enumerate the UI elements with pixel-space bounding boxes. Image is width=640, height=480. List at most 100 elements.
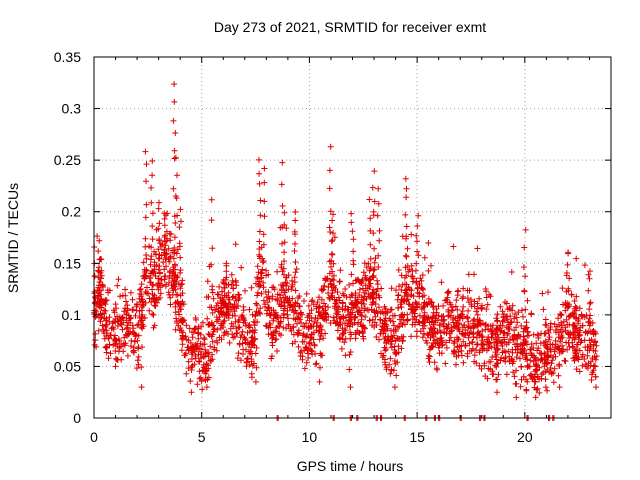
data-point — [377, 317, 384, 323]
data-point — [210, 295, 217, 302]
data-point — [345, 318, 352, 324]
data-point — [479, 334, 486, 341]
data-point — [459, 295, 466, 302]
data-point — [460, 285, 467, 292]
axis-ticks — [93, 56, 611, 419]
data-point — [161, 246, 168, 253]
data-point — [187, 378, 194, 385]
data-point — [404, 245, 411, 252]
data-point — [578, 312, 585, 319]
data-point — [441, 328, 448, 335]
data-point — [522, 273, 529, 280]
data-point — [406, 301, 413, 308]
data-point — [337, 267, 344, 274]
data-point — [297, 310, 304, 317]
data-point — [161, 266, 168, 273]
data-point — [488, 334, 495, 341]
data-point — [396, 283, 402, 290]
data-point — [299, 332, 306, 339]
data-point — [131, 344, 137, 351]
data-point — [197, 374, 204, 381]
data-point — [261, 179, 268, 186]
data-point — [503, 341, 510, 348]
data-point — [495, 334, 502, 341]
data-point — [171, 98, 178, 105]
data-point — [99, 322, 106, 329]
data-point — [316, 336, 323, 343]
data-point — [536, 389, 543, 396]
data-point — [92, 294, 98, 300]
data-point — [227, 325, 234, 332]
data-point — [533, 357, 540, 364]
data-point — [201, 336, 208, 343]
data-point — [391, 322, 397, 329]
data-point — [142, 148, 149, 155]
data-point — [188, 367, 195, 373]
data-point — [239, 328, 246, 335]
data-point — [292, 240, 298, 247]
data-point — [339, 331, 346, 338]
data-point — [437, 321, 443, 328]
x-tick-label: 10 — [302, 429, 318, 445]
data-point — [430, 333, 437, 340]
data-point — [263, 323, 270, 330]
data-point — [98, 314, 105, 321]
data-point — [416, 281, 423, 288]
data-point — [373, 322, 380, 328]
data-point — [381, 356, 388, 363]
data-point — [205, 353, 212, 360]
data-point — [207, 343, 214, 350]
data-point — [276, 323, 283, 330]
data-point — [138, 317, 145, 324]
data-point — [555, 334, 562, 341]
data-point — [414, 223, 421, 229]
data-point — [476, 331, 483, 338]
data-point — [554, 323, 560, 330]
data-point — [95, 327, 102, 334]
data-point — [269, 342, 276, 349]
data-point — [592, 363, 599, 370]
data-point — [277, 303, 284, 310]
data-point — [505, 319, 512, 326]
data-point — [304, 350, 311, 357]
data-point — [303, 320, 310, 327]
data-point — [471, 323, 478, 330]
data-point — [419, 334, 426, 341]
data-point — [522, 306, 529, 313]
data-point — [465, 318, 472, 325]
data-point — [177, 254, 184, 261]
data-point — [432, 340, 439, 347]
data-point — [155, 286, 162, 293]
data-point — [174, 172, 180, 179]
data-point — [246, 361, 253, 368]
data-point — [130, 306, 136, 313]
data-point — [333, 297, 340, 303]
data-point — [219, 296, 226, 303]
data-point — [440, 302, 447, 309]
data-point — [142, 214, 149, 221]
data-point — [161, 215, 168, 222]
data-point — [316, 378, 323, 385]
data-point — [573, 354, 580, 360]
data-point — [303, 359, 310, 366]
data-point — [211, 325, 218, 332]
data-point — [445, 321, 452, 328]
data-point — [166, 230, 173, 237]
data-point — [238, 264, 245, 271]
data-point — [257, 305, 264, 312]
data-point — [149, 236, 156, 243]
data-point — [545, 289, 551, 296]
data-point — [147, 261, 154, 268]
data-point — [292, 259, 299, 265]
data-point — [408, 306, 415, 313]
data-point — [517, 341, 524, 348]
data-point — [155, 275, 162, 282]
data-point — [398, 304, 405, 311]
data-point — [210, 328, 217, 335]
data-point — [141, 314, 148, 321]
data-point — [127, 328, 134, 335]
data-point — [449, 304, 455, 311]
data-point — [172, 326, 179, 333]
data-point — [392, 349, 399, 356]
data-point — [201, 335, 207, 341]
